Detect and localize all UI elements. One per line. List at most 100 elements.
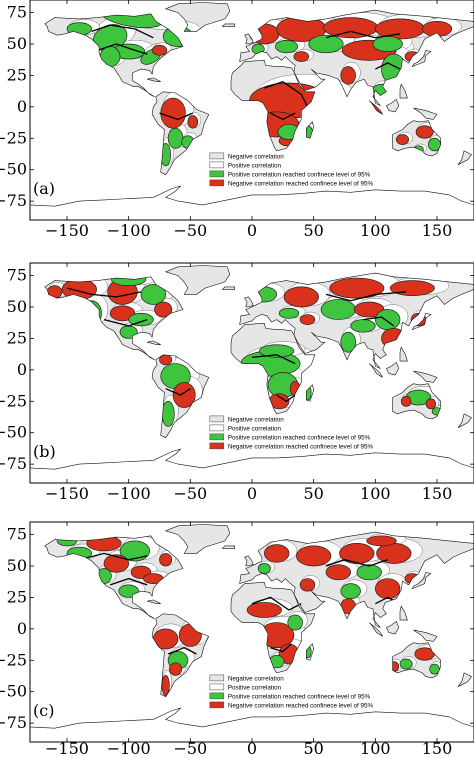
negative-significant-area [143,573,164,584]
positive-significant-area [119,540,150,562]
legend-label: Positive correlation reached confinece l… [228,693,371,700]
positive-significant-area [111,272,147,286]
negative-significant-area [425,398,437,410]
legend-swatch [209,442,225,450]
negative-significant-area [354,301,385,318]
x-tick-label: −100 [107,484,151,503]
x-tick-label: 100 [360,221,391,240]
coastline-philippines [399,605,408,621]
map-panel-a: −150 −100 −50 0 50 100 150 75 50 25 0 −25 −50 −75 (a) N… [0,0,474,240]
positive-significant-area [340,331,356,353]
coastline-antarctica [30,185,474,207]
coastline-africa [230,59,316,152]
negative-significant-area [395,134,409,145]
x-tick-label: 0 [247,221,257,240]
negative-significant-area [325,564,352,581]
positive-significant-area [257,563,271,574]
correlation-contour [270,643,292,653]
negative-significant-area [296,545,332,567]
positive-significant-area [381,53,407,85]
positive-significant-area [81,300,102,327]
y-tick-label: 0 [17,619,27,638]
positive-significant-area [161,400,175,427]
correlation-fields [46,269,450,427]
negative-significant-area [421,21,453,37]
positive-significant-area [350,319,376,333]
positive-significant-area [320,299,356,320]
coastline-southAmerica [151,91,210,176]
x-tick-label: 50 [303,484,323,503]
positive-significant-area [372,36,403,52]
positive-significant-area [275,39,298,54]
coastline-sumatra [368,622,383,637]
land-newZealand [458,150,472,165]
y-tick-label: −75 [0,713,27,732]
correlation-contour [325,559,388,567]
y-tick-label: 50 [7,556,27,575]
negative-significant-area [376,543,412,564]
land-philippines [400,84,408,99]
negative-significant-area [374,578,401,600]
coastline-antarctica [30,448,474,470]
land-cuba [147,599,161,604]
land-borneo [386,362,399,375]
positive-significant-area [399,658,413,670]
correlation-contour [362,316,395,327]
correlation-contour [264,80,309,108]
correlation-contour [251,596,302,611]
coastline-africa [230,581,316,674]
y-tick-label: 50 [7,34,27,53]
negative-significant-area [389,280,435,297]
correlation-contour [66,287,142,298]
y-tick-label: −75 [0,454,27,473]
legend-swatch [209,433,225,441]
negative-significant-area [160,97,186,129]
negative-significant-area [299,314,316,325]
positive-significant-area [118,584,139,598]
coastline-philippines [399,346,408,362]
coastline-newZealand [457,413,472,428]
correlation-contour [325,291,407,302]
negative-significant-area [381,328,407,349]
coastline-newZealand [457,672,472,687]
negative-significant-area [169,662,183,676]
negative-significant-area [246,602,282,618]
land-borneo [386,99,399,112]
correlation-contour [375,62,401,70]
coastline-greenland [164,2,231,32]
coastline-uk [244,296,254,308]
coastline-newGuinea [413,370,438,383]
x-tick-label: −50 [173,484,207,503]
x-tick-label: 100 [360,739,391,758]
negative-significant-area [366,535,397,547]
coastline-africa [230,322,316,415]
land-philippines [400,606,408,621]
x-tick-label: −50 [173,739,207,758]
coastline-greenland [164,265,231,295]
land-newZealand [458,672,472,687]
correlation-contour [167,646,197,655]
panel-label: (a) [33,179,55,198]
coastline-newZealand [457,150,472,165]
positive-significant-area [119,325,138,339]
legend-swatch [209,170,225,178]
coastline-australia [392,642,442,679]
positive-significant-area [277,124,301,140]
positive-significant-area [302,125,313,139]
negative-significant-area [187,115,199,129]
positive-significant-area [408,68,429,83]
positive-significant-area [128,312,154,327]
legend-label: Negative correlation [228,675,284,682]
land-newGuinea [413,371,437,383]
map-panel-b: −150 −100 −50 0 50 100 150 75 50 25 0 −25 −50 −75 (b) N… [0,262,474,503]
correlation-contour [91,24,154,39]
negative-significant-area [159,553,173,567]
positive-significant-area [162,26,194,47]
coastline-japan [411,312,432,331]
negative-significant-area [103,554,130,573]
negative-significant-area [388,661,400,672]
legend: Negative correlation Positive correlation… [209,152,373,187]
coastline-cuba [147,340,161,346]
negative-significant-area [86,535,122,552]
